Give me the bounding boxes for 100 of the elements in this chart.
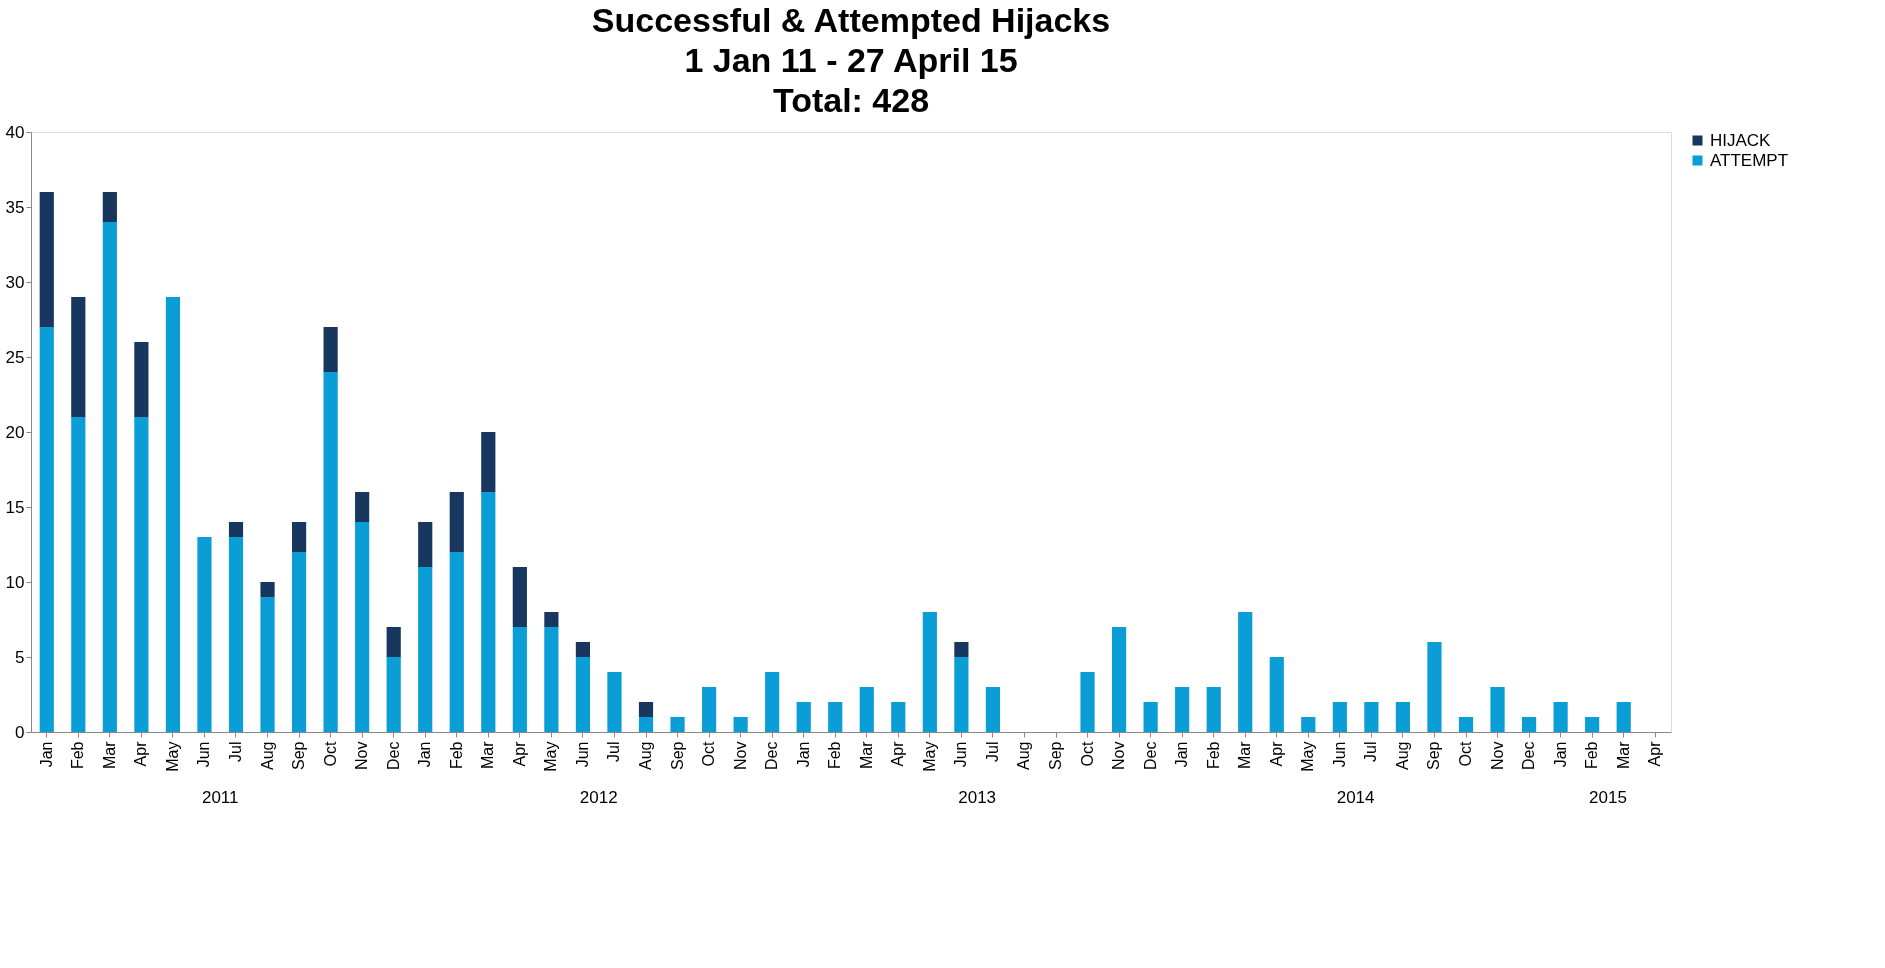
x-tick-label: Feb (69, 741, 87, 770)
chart-title: Successful & Attempted Hijacks 1 Jan 11 - 27 April 15 Total: 428 (591, 1, 1111, 119)
bar (765, 672, 780, 732)
x-tick-label: Jun (573, 741, 591, 768)
bar (418, 522, 433, 567)
x-tick-label: Mar (857, 740, 875, 770)
bar (575, 642, 591, 657)
y-tick-label: 30 (5, 272, 25, 292)
bar (1616, 702, 1631, 732)
x-tick-label: Jun (1330, 741, 1348, 768)
bar (1332, 702, 1347, 732)
x-tick-label: Nov (1488, 741, 1506, 770)
bar (701, 687, 717, 732)
bar (859, 687, 874, 732)
x-tick-label: Sep (1047, 741, 1064, 770)
bar (1521, 717, 1537, 732)
x-tick-label: Aug (258, 741, 276, 770)
bar (670, 717, 685, 732)
x-tick-label: Dec (1141, 741, 1159, 770)
x-tick-label: Jan (794, 741, 812, 768)
y-tick-label: 35 (5, 197, 25, 217)
bar (544, 612, 559, 627)
text: 2014 (1336, 788, 1375, 807)
x-tick-label: Oct (321, 740, 339, 767)
bar (386, 627, 401, 657)
bar (1585, 717, 1600, 732)
text: 2012 (579, 788, 618, 807)
x-tick-label: Dec (1520, 741, 1538, 770)
x-tick-label: May (920, 741, 938, 772)
bar (1238, 612, 1253, 732)
bar (291, 522, 307, 552)
x-tick-label: Feb (1583, 741, 1601, 770)
bar (134, 342, 149, 417)
x-tick-label: Dec (384, 741, 402, 770)
x-tick-label: Oct (700, 740, 718, 767)
x-tick-label: May (542, 741, 560, 772)
bar (386, 657, 401, 732)
bar (228, 537, 244, 732)
x-tick-label: Nov (1110, 741, 1128, 770)
y-tick-label: 0 (15, 722, 25, 742)
bar (71, 417, 86, 732)
x-tick-label: Apr (510, 740, 528, 767)
bar (323, 327, 338, 372)
x-tick-label: Mar (1236, 740, 1254, 770)
bar (1111, 627, 1127, 732)
y-tick-label: 20 (5, 422, 25, 442)
bar (418, 567, 433, 732)
bar (134, 417, 149, 732)
bar (449, 552, 464, 732)
bar (1364, 702, 1379, 732)
x-tick-label: Nov (731, 741, 749, 770)
bar (1301, 717, 1316, 732)
bar (355, 492, 370, 522)
x-tick-label: Apr (1646, 740, 1664, 767)
y-tick-label: 25 (5, 347, 25, 367)
bar (1395, 702, 1411, 732)
x-tick-label: Aug (1393, 741, 1411, 770)
x-tick-label: Jul (605, 741, 623, 762)
x-tick-label: Jul (1362, 741, 1380, 762)
x-tick-label: Feb (826, 741, 844, 770)
bar (165, 297, 181, 732)
bar (1143, 702, 1158, 732)
y-tick-label: 10 (5, 572, 25, 592)
bar (607, 672, 622, 732)
x-tick-label: Jan (416, 741, 434, 768)
x-tick-label: May (163, 741, 181, 772)
x-tick-label: Jul (227, 741, 244, 762)
x-tick-label: Jan (37, 741, 55, 768)
bar (71, 297, 86, 417)
x-tick-label: Aug (637, 741, 654, 770)
bar (102, 192, 117, 222)
x-tick-label: Jan (1173, 741, 1191, 768)
bar (1080, 672, 1095, 732)
x-tick-label: Dec (763, 741, 781, 770)
bar (1175, 687, 1190, 732)
x-tick-label: Oct (1457, 740, 1474, 767)
text: 2013 (958, 788, 997, 807)
bar (733, 717, 748, 732)
bar (922, 612, 937, 732)
text: 2015 (1589, 788, 1627, 807)
bar (1490, 687, 1505, 732)
bar (323, 372, 338, 732)
bar (39, 327, 54, 732)
bar (985, 687, 1001, 732)
x-tick-label: Nov (353, 741, 371, 770)
legend-label: HIJACK (1710, 130, 1772, 150)
x-tick-label: Jun (952, 741, 970, 768)
bar (512, 627, 527, 732)
bar (481, 432, 496, 492)
bar (355, 522, 370, 732)
bar (544, 627, 559, 732)
bar (481, 492, 496, 732)
x-tick-label: Mar (479, 740, 497, 770)
x-tick-label: Jun (195, 741, 213, 768)
x-tick-label: Sep (1425, 741, 1443, 770)
bar (828, 702, 843, 732)
x-tick-label: Feb (1204, 741, 1222, 770)
x-tick-label: Jul (983, 741, 1001, 762)
bar (291, 552, 307, 732)
bar (638, 702, 654, 717)
